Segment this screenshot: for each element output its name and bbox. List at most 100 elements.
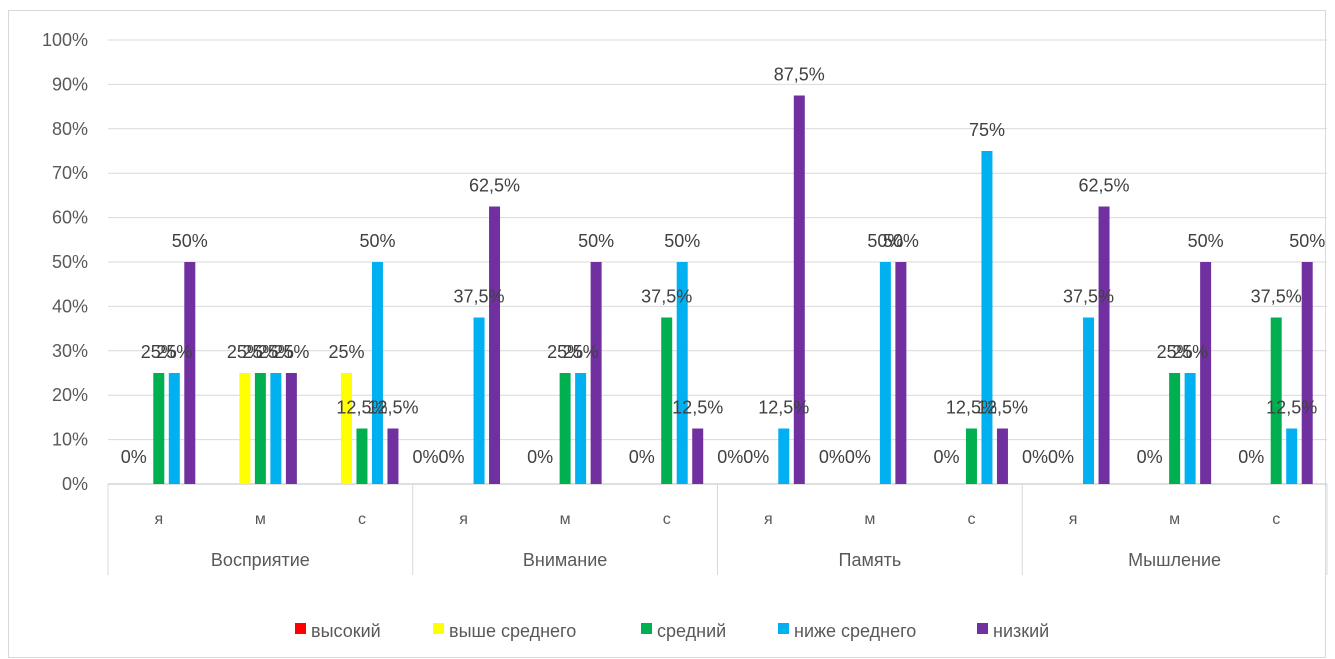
data-label-zero: 0% [527, 447, 553, 467]
bar [239, 373, 251, 484]
x-category-label: с [663, 511, 671, 528]
data-label: 75% [969, 120, 1005, 140]
x-category-label: я [154, 511, 163, 528]
x-group-label: Внимание [523, 550, 607, 570]
data-label: 62,5% [469, 176, 520, 196]
x-category-label: я [1069, 511, 1078, 528]
data-label: 50% [359, 231, 395, 251]
data-label: 50% [883, 231, 919, 251]
bar [895, 262, 907, 484]
data-label: 25% [547, 342, 583, 362]
data-label: 37,5% [454, 287, 505, 307]
data-label: 12,5% [1266, 398, 1317, 418]
data-label: 25% [258, 342, 294, 362]
data-label-zero: 0%0% [413, 447, 465, 467]
bar [1200, 262, 1212, 484]
data-label: 25% [141, 342, 177, 362]
y-tick-label: 0% [62, 474, 88, 494]
x-category-label: с [1272, 511, 1280, 528]
data-label: 25% [1157, 342, 1193, 362]
data-label: 50% [172, 231, 208, 251]
bar [1098, 206, 1110, 484]
legend-label: высокий [311, 621, 381, 641]
data-label: 25% [328, 342, 364, 362]
bar [778, 428, 790, 484]
y-tick-label: 100% [42, 30, 88, 50]
data-label: 12,5% [367, 398, 418, 418]
bar [387, 428, 399, 484]
bar [676, 262, 688, 484]
y-tick-label: 70% [52, 163, 88, 183]
data-label: 25% [1172, 342, 1208, 362]
x-category-label: с [967, 511, 975, 528]
data-label: 12,5% [336, 398, 387, 418]
bar [793, 95, 805, 484]
bar [1286, 428, 1298, 484]
bar [153, 373, 165, 484]
bar [285, 373, 297, 484]
data-label: 50% [867, 231, 903, 251]
y-tick-label: 20% [52, 385, 88, 405]
bar [692, 428, 704, 484]
data-label: 12,5% [758, 398, 809, 418]
bar [371, 262, 383, 484]
bar [1301, 262, 1313, 484]
legend-swatch [641, 623, 652, 634]
bar [356, 428, 368, 484]
data-label: 50% [578, 231, 614, 251]
legend-label: выше среднего [449, 621, 576, 641]
x-group-label: Восприятие [211, 550, 310, 570]
bar [661, 317, 673, 484]
data-label-zero: 0% [1137, 447, 1163, 467]
data-label: 25% [242, 342, 278, 362]
data-label-zero: 0% [121, 447, 147, 467]
bar [473, 317, 485, 484]
data-label: 87,5% [774, 65, 825, 85]
legend-label: ниже среднего [794, 621, 916, 641]
chart-frame [8, 10, 1326, 658]
x-category-label: м [864, 511, 875, 528]
x-category-label: м [1169, 511, 1180, 528]
bar [879, 262, 891, 484]
bar [559, 373, 571, 484]
data-label-zero: 0% [933, 447, 959, 467]
bar [184, 262, 196, 484]
data-label: 37,5% [1251, 287, 1302, 307]
y-tick-label: 60% [52, 208, 88, 228]
y-tick-label: 10% [52, 430, 88, 450]
x-category-label: с [358, 511, 366, 528]
data-label: 25% [563, 342, 599, 362]
bar [1184, 373, 1196, 484]
legend-label: средний [657, 621, 726, 641]
bar [981, 151, 993, 484]
data-label: 12,5% [977, 398, 1028, 418]
data-label: 12,5% [672, 398, 723, 418]
y-tick-label: 50% [52, 252, 88, 272]
y-tick-label: 30% [52, 341, 88, 361]
x-group-label: Память [839, 550, 902, 570]
x-category-label: я [459, 511, 468, 528]
data-label: 62,5% [1079, 176, 1130, 196]
x-category-label: м [255, 511, 266, 528]
bar [1083, 317, 1095, 484]
bar [996, 428, 1008, 484]
data-label: 50% [664, 231, 700, 251]
legend-swatch [977, 623, 988, 634]
bar [270, 373, 282, 484]
data-label: 37,5% [641, 287, 692, 307]
bar [168, 373, 180, 484]
data-label: 37,5% [1063, 287, 1114, 307]
data-label-zero: 0%0% [819, 447, 871, 467]
y-tick-label: 80% [52, 119, 88, 139]
data-label: 50% [1289, 231, 1325, 251]
data-label: 50% [1188, 231, 1224, 251]
data-label-zero: 0%0% [717, 447, 769, 467]
x-group-label: Мышление [1128, 550, 1221, 570]
legend-label: низкий [993, 621, 1049, 641]
bar [340, 373, 352, 484]
x-category-label: я [764, 511, 773, 528]
bar [1169, 373, 1181, 484]
bar [590, 262, 602, 484]
bar [489, 206, 501, 484]
